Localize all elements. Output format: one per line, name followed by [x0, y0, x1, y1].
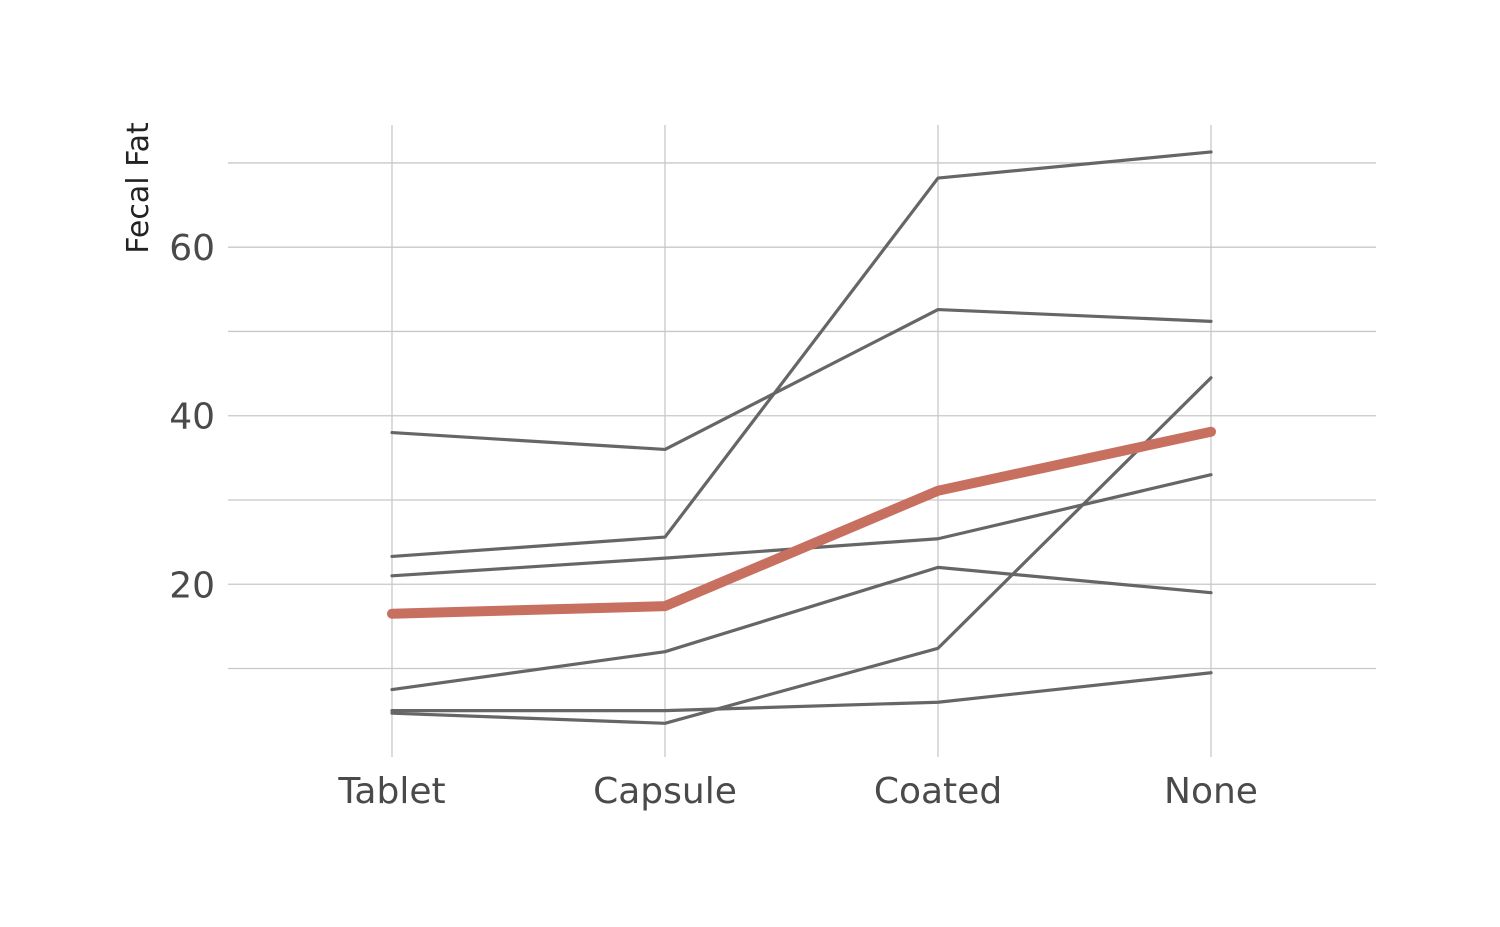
x-tick-label: None	[1164, 771, 1258, 812]
y-tick-label: 20	[169, 565, 215, 606]
gridlines	[228, 125, 1376, 757]
subject-series-line	[390, 671, 1213, 713]
subject-series-line	[390, 565, 1213, 692]
x-tick-label: Coated	[874, 771, 1002, 812]
data-lines	[387, 150, 1216, 725]
subject-series-line	[390, 376, 1213, 725]
y-tick-label: 60	[169, 228, 215, 269]
y-axis-title: Fecal Fat	[121, 122, 156, 254]
subject-series-line	[390, 307, 1213, 452]
subject-series-line	[390, 473, 1213, 578]
x-axis-ticks: Tablet Capsule Coated None	[337, 771, 1258, 812]
y-tick-label: 40	[169, 397, 215, 438]
subject-series-line	[390, 150, 1213, 559]
x-tick-label: Capsule	[593, 771, 737, 812]
highlight-series-line	[387, 426, 1216, 619]
x-tick-label: Tablet	[337, 771, 445, 812]
y-axis-ticks: 20 40 60	[169, 228, 215, 606]
